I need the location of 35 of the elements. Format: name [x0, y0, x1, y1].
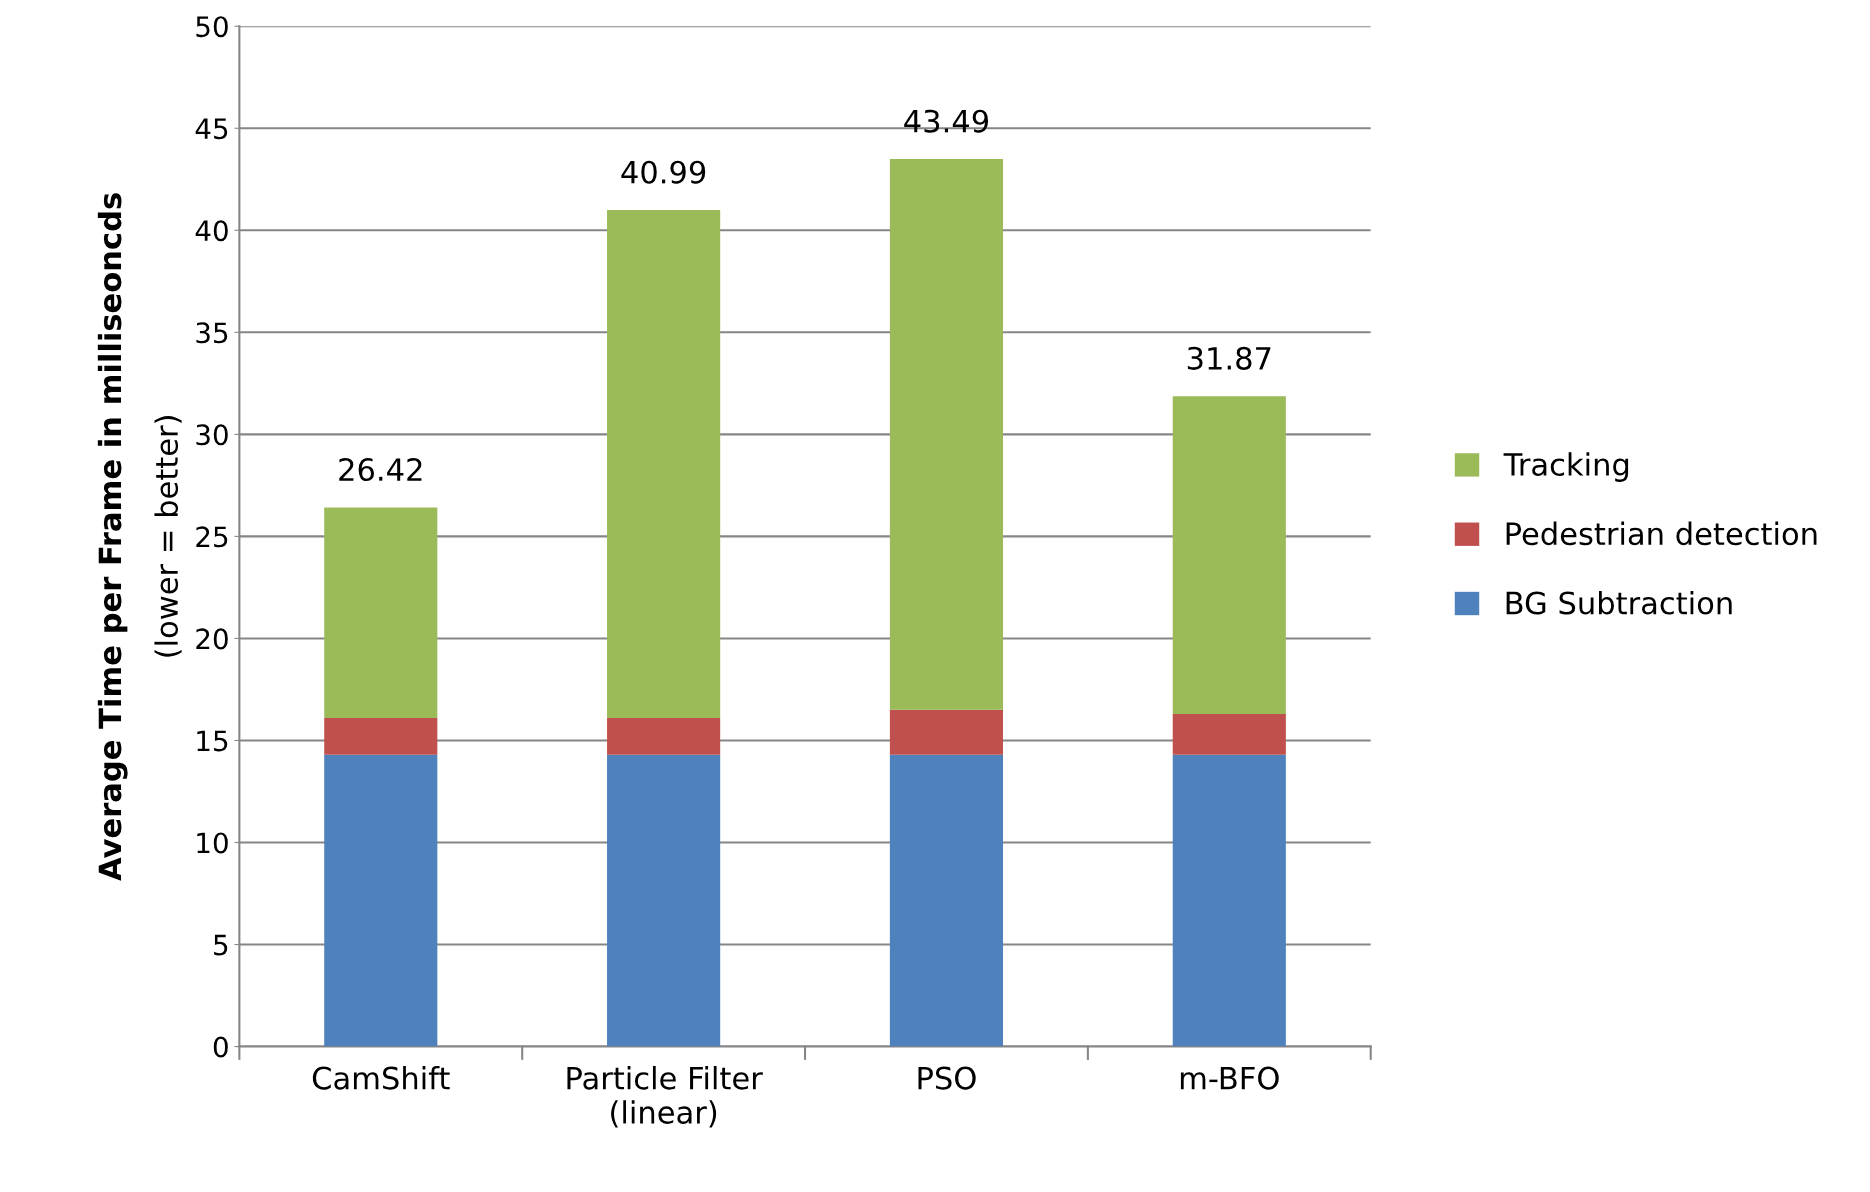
bar	[889, 709, 1004, 755]
bar	[889, 754, 1004, 1047]
legend-label: Pedestrian detection	[1506, 521, 1817, 546]
bar	[607, 718, 721, 755]
text: Average Time per Frame in milliseoncds (lower = better)	[97, 193, 182, 881]
y-tick-label: 15	[197, 730, 228, 752]
legend-label: Tracking	[1503, 452, 1629, 482]
bar	[1172, 396, 1286, 714]
bar	[889, 159, 1004, 710]
x-tick-label: Particle Filter (linear)	[567, 1066, 763, 1128]
bar	[324, 507, 438, 719]
bar	[324, 754, 438, 1047]
total-label: 31.87	[1187, 346, 1271, 370]
x-tick-label: m-BFO	[1180, 1066, 1279, 1090]
bar	[1172, 713, 1286, 755]
bar	[607, 210, 721, 719]
x-tick-label: PSO	[918, 1066, 976, 1090]
y-tick-label: 10	[197, 832, 228, 854]
y-tick-label: 30	[196, 424, 228, 446]
y-tick-label: 35	[196, 322, 228, 344]
total-label: 43.49	[904, 109, 989, 133]
bar	[324, 718, 438, 755]
x-tick-label: CamShift	[312, 1066, 450, 1090]
y-tick-label: 40	[195, 220, 228, 242]
y-tick-label: 45	[195, 118, 228, 140]
y-tick-label: 25	[196, 526, 228, 548]
bar	[607, 754, 721, 1047]
legend-label: BG Subtraction	[1506, 590, 1732, 615]
total-label: 40.99	[621, 160, 706, 184]
total-label: 26.42	[339, 457, 422, 482]
y-tick-label: 50	[196, 16, 228, 38]
y-tick-label: 0	[213, 1036, 228, 1058]
y-tick-label: 20	[196, 628, 228, 650]
bar	[1172, 754, 1286, 1047]
y-tick-label: 5	[214, 934, 228, 956]
